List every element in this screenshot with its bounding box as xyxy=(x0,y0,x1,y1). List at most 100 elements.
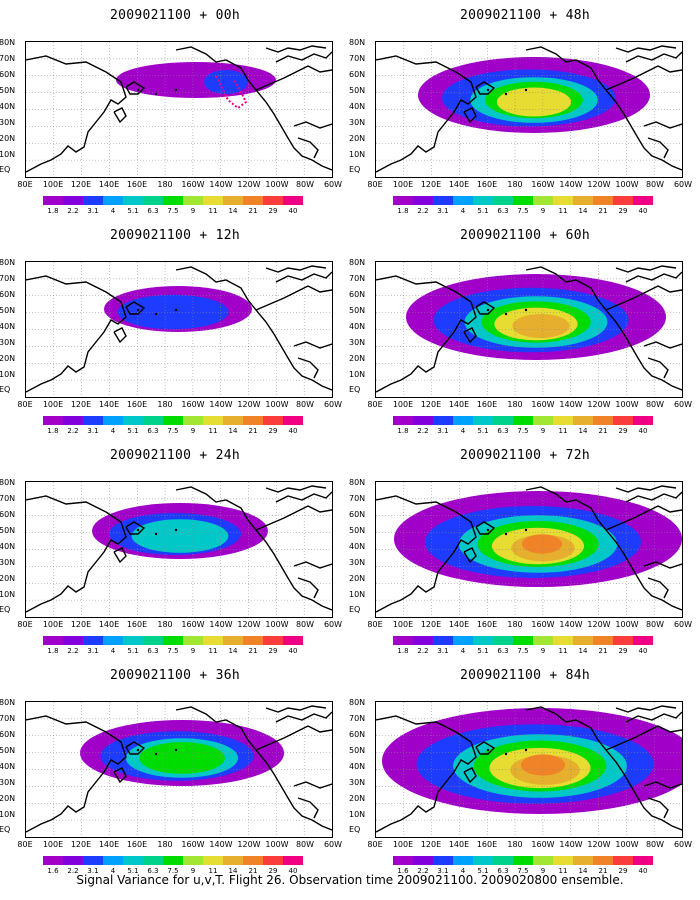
coastline xyxy=(26,275,127,393)
longitude-label: 140E xyxy=(98,840,120,849)
colorbar-label: 5.1 xyxy=(127,207,139,215)
longitude-label: 60W xyxy=(323,400,343,409)
colorbar-label: 6.3 xyxy=(497,427,509,435)
map-svg xyxy=(26,42,332,177)
colorbar-label: 21 xyxy=(598,207,608,215)
longitude-label: 140E xyxy=(448,180,470,189)
latitude-label: 50N xyxy=(349,525,366,535)
latitude-label: 70N xyxy=(349,273,366,283)
longitude-label: 160W xyxy=(181,180,205,189)
latitude-label: 40N xyxy=(349,321,366,331)
station-marker xyxy=(524,748,528,752)
colorbar-label: 6.3 xyxy=(147,207,159,215)
longitude-label: 160W xyxy=(531,400,555,409)
coastline xyxy=(643,781,682,789)
colorbar-swatch xyxy=(63,196,83,205)
colorbar-swatch xyxy=(573,856,593,865)
colorbar-swatch xyxy=(413,856,433,865)
colorbar-label: 1.8 xyxy=(397,207,409,215)
colorbar-swatch xyxy=(223,856,243,865)
station-marker xyxy=(504,752,508,756)
colorbar-label: 7.5 xyxy=(167,207,179,215)
colorbar-swatch xyxy=(393,196,413,205)
latitude-label: 30N xyxy=(0,337,16,347)
colorbar-swatch xyxy=(143,856,163,865)
station-marker xyxy=(154,312,158,316)
coastline xyxy=(463,547,477,564)
coastline xyxy=(275,711,332,723)
colorbar-swatch xyxy=(183,196,203,205)
panel-title: 2009021100 + 12h xyxy=(109,228,241,243)
colorbar-swatch xyxy=(613,196,633,205)
coastline xyxy=(475,81,496,95)
colorbar-label: 11 xyxy=(208,647,218,655)
coastline xyxy=(265,265,327,273)
colorbar-swatch xyxy=(123,636,143,645)
map-area xyxy=(25,481,333,618)
colorbar-label: 40 xyxy=(638,867,648,875)
latitude-label: 60N xyxy=(0,509,16,519)
colorbar-label: 11 xyxy=(558,867,568,875)
latitude-label: 60N xyxy=(349,729,366,739)
longitude-label: 80W xyxy=(645,400,665,409)
colorbar-swatch xyxy=(593,196,613,205)
coastline xyxy=(297,577,319,599)
colorbar-swatch xyxy=(283,856,303,865)
colorbar-label: 14 xyxy=(578,647,588,655)
colorbar-label: 21 xyxy=(598,867,608,875)
latitude-label: 10N xyxy=(0,149,16,159)
latitude-label: 10N xyxy=(349,149,366,159)
coastline xyxy=(113,767,127,784)
latitude-label: 80N xyxy=(349,38,366,47)
latitude-label: 70N xyxy=(0,713,16,723)
colorbar-swatch xyxy=(453,856,473,865)
longitude-label: 60W xyxy=(323,840,343,849)
coastline xyxy=(125,81,146,95)
station-marker xyxy=(154,532,158,536)
latitude-label: 20N xyxy=(349,793,366,803)
coastline xyxy=(265,45,327,53)
colorbar-swatch xyxy=(63,416,83,425)
map-area xyxy=(375,701,683,838)
longitude-label: 120E xyxy=(70,180,92,189)
colorbar-label: 29 xyxy=(268,207,278,215)
colorbar-swatch xyxy=(183,856,203,865)
colorbar-label: 29 xyxy=(268,647,278,655)
latitude-label: 60N xyxy=(349,69,366,79)
colorbar-label: 9 xyxy=(190,207,196,215)
longitude-label: 140W xyxy=(209,180,233,189)
latitude-label: 40N xyxy=(349,101,366,111)
colorbar-swatch xyxy=(143,636,163,645)
longitude-label: 60W xyxy=(673,620,693,629)
coastline xyxy=(643,561,682,569)
longitude-label: 100E xyxy=(42,840,64,849)
colorbar-swatch xyxy=(223,196,243,205)
colorbar-label: 40 xyxy=(288,427,298,435)
colorbar-label: 21 xyxy=(248,647,258,655)
colorbar xyxy=(393,196,653,205)
longitude-label: 80E xyxy=(17,620,33,629)
colorbar-swatch xyxy=(613,636,633,645)
station-marker xyxy=(524,528,528,532)
colorbar-swatch xyxy=(493,416,513,425)
latitude-label: 50N xyxy=(349,305,366,315)
longitude-label: 60W xyxy=(673,180,693,189)
longitude-label: 140E xyxy=(98,180,120,189)
coastline xyxy=(625,491,682,503)
colorbar-label: 29 xyxy=(618,427,628,435)
colorbar-label: 21 xyxy=(598,427,608,435)
colorbar-label: 3.1 xyxy=(437,867,449,875)
latitude-label: 10N xyxy=(349,369,366,379)
colorbar-swatch xyxy=(123,856,143,865)
colorbar-swatch xyxy=(573,196,593,205)
longitude-label: 160E xyxy=(476,400,498,409)
colorbar-swatch xyxy=(633,856,653,865)
colorbar-label: 40 xyxy=(638,207,648,215)
colorbar-swatch xyxy=(143,416,163,425)
longitude-label: 120W xyxy=(587,620,611,629)
colorbar-label: 40 xyxy=(638,427,648,435)
colorbar-label: 14 xyxy=(578,427,588,435)
colorbar-label: 29 xyxy=(618,207,628,215)
colorbar-swatch xyxy=(513,636,533,645)
longitude-label: 180 xyxy=(157,180,173,189)
